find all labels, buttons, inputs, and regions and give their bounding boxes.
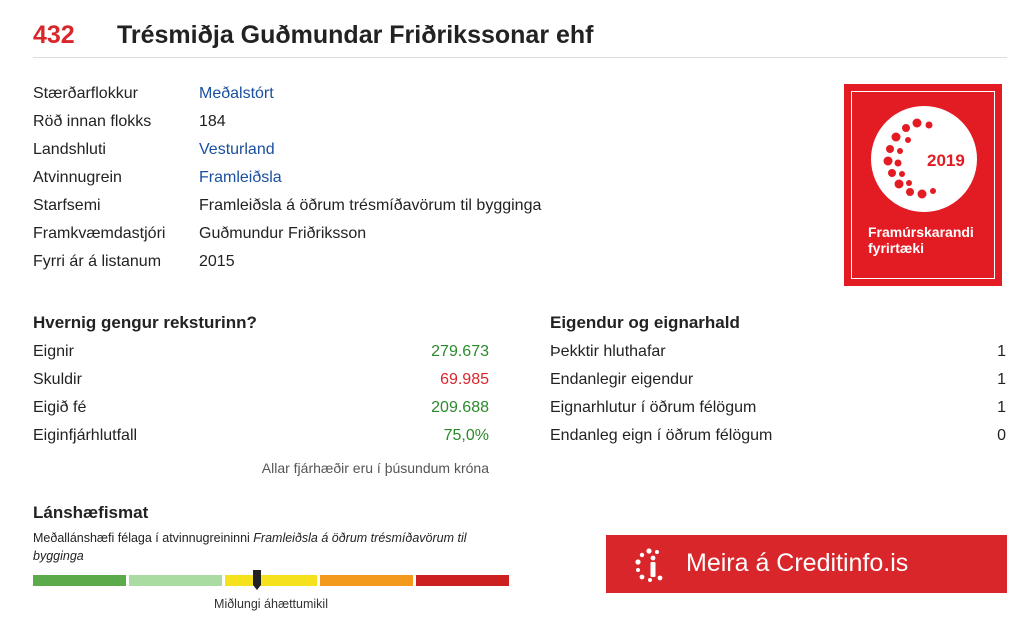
ownership-value: 0 — [997, 427, 1006, 444]
risk-segment — [224, 575, 318, 586]
finance-row: Eignir 279.673 — [33, 338, 489, 366]
info-value: 184 — [199, 113, 226, 130]
finance-row: Skuldir 69.985 — [33, 366, 489, 394]
info-row: Framkvæmdastjóri Guðmundur Friðriksson — [33, 220, 733, 248]
ownership-value: 1 — [997, 371, 1006, 388]
info-label: Stærðarflokkur — [33, 85, 138, 102]
ownership-title: Eigendur og eignarhald — [550, 313, 740, 332]
credit-desc-industry: Framleiðsla á öðrum trésmíðavörum til by… — [33, 531, 467, 563]
badge-year: 2019 — [927, 151, 965, 170]
ownership-row: Endanleg eign í öðrum félögum 0 — [550, 422, 1006, 450]
info-row: Röð innan flokks 184 — [33, 108, 733, 136]
creditinfo-link-button[interactable]: Meira á Creditinfo.is — [606, 535, 1007, 593]
company-name: Trésmiðja Guðmundar Friðrikssonar ehf — [117, 21, 594, 49]
risk-pointer-icon — [252, 570, 261, 590]
industry-link[interactable]: Framleiðsla — [199, 169, 282, 186]
finance-row: Eigið fé 209.688 — [33, 394, 489, 422]
info-value: 2015 — [199, 253, 235, 270]
ownership-value: 1 — [997, 399, 1006, 416]
finance-label: Eigið fé — [33, 399, 87, 416]
info-label: Fyrri ár á listanum — [33, 253, 162, 270]
finance-label: Skuldir — [33, 371, 82, 388]
badge-frame: 2019 Framúrskarandi fyrirtæki — [851, 91, 995, 279]
info-label: Framkvæmdastjóri — [33, 225, 166, 242]
info-label: Röð innan flokks — [33, 113, 152, 130]
risk-segment — [128, 575, 222, 586]
badge-caption: Framúrskarandi fyrirtæki — [868, 224, 974, 256]
rank-number: 432 — [33, 21, 75, 49]
risk-segment — [320, 575, 414, 586]
badge-dots-icon: 2019 — [883, 118, 965, 199]
credit-desc-prefix: Meðallánshæfi félaga í atvinnugreininni — [33, 531, 254, 545]
finance-table: Eignir 279.673 Skuldir 69.985 Eigið fé 2… — [33, 338, 489, 450]
ownership-label: Endanleg eign í öðrum félögum — [550, 427, 773, 444]
excellent-company-badge: 2019 Framúrskarandi fyrirtæki — [844, 84, 1002, 286]
badge-line-2: fyrirtæki — [868, 240, 925, 256]
page-header: 432 Trésmiðja Guðmundar Friðrikssonar eh… — [33, 18, 1007, 58]
risk-scale-bar — [33, 575, 509, 586]
info-row: Atvinnugrein Framleiðsla — [33, 164, 733, 192]
finance-value: 69.985 — [440, 371, 489, 388]
ownership-row: Eignarhlutur í öðrum félögum 1 — [550, 394, 1006, 422]
company-info-table: Stærðarflokkur Meðalstórt Röð innan flok… — [33, 80, 733, 276]
ownership-row: Endanlegir eigendur 1 — [550, 366, 1006, 394]
finance-value: 279.673 — [431, 343, 489, 360]
ownership-row: Þekktir hluthafar 1 — [550, 338, 1006, 366]
size-category-link[interactable]: Meðalstórt — [199, 85, 274, 102]
info-row: Starfsemi Framleiðsla á öðrum trésmíðavö… — [33, 192, 733, 220]
finance-label: Eiginfjárhlutfall — [33, 427, 138, 444]
finance-row: Eiginfjárhlutfall 75,0% — [33, 422, 489, 450]
ownership-label: Eignarhlutur í öðrum félögum — [550, 399, 757, 416]
credit-rating-title: Lánshæfismat — [33, 503, 149, 522]
info-row: Landshluti Vesturland — [33, 136, 733, 164]
info-label: Landshluti — [33, 141, 106, 158]
risk-segment — [416, 575, 509, 586]
risk-segment — [33, 575, 126, 586]
info-value: Guðmundur Friðriksson — [199, 225, 367, 242]
badge-logo-circle: 2019 — [871, 106, 977, 212]
region-link[interactable]: Vesturland — [199, 141, 275, 158]
info-value: Framleiðsla á öðrum trésmíðavörum til by… — [199, 197, 542, 214]
creditinfo-link-label: Meira á Creditinfo.is — [686, 549, 909, 577]
creditinfo-logo-icon — [635, 548, 663, 582]
badge-line-1: Framúrskarandi — [868, 224, 974, 240]
amounts-note: Allar fjárhæðir eru í þúsundum króna — [261, 460, 489, 476]
info-row: Fyrri ár á listanum 2015 — [33, 248, 733, 276]
risk-level-label: Miðlungi áhættumikil — [214, 597, 328, 611]
finance-label: Eignir — [33, 343, 74, 360]
ownership-label: Þekktir hluthafar — [550, 343, 666, 360]
ownership-label: Endanlegir eigendur — [550, 371, 694, 388]
info-label: Starfsemi — [33, 197, 101, 214]
ownership-value: 1 — [997, 343, 1006, 360]
finance-value: 75,0% — [443, 427, 489, 444]
finance-title: Hvernig gengur reksturinn? — [33, 313, 257, 332]
credit-rating-description: Meðallánshæfi félaga í atvinnugreininni … — [33, 529, 513, 565]
ownership-table: Þekktir hluthafar 1 Endanlegir eigendur … — [550, 338, 1006, 450]
info-row: Stærðarflokkur Meðalstórt — [33, 80, 733, 108]
finance-value: 209.688 — [431, 399, 489, 416]
info-label: Atvinnugrein — [33, 169, 122, 186]
